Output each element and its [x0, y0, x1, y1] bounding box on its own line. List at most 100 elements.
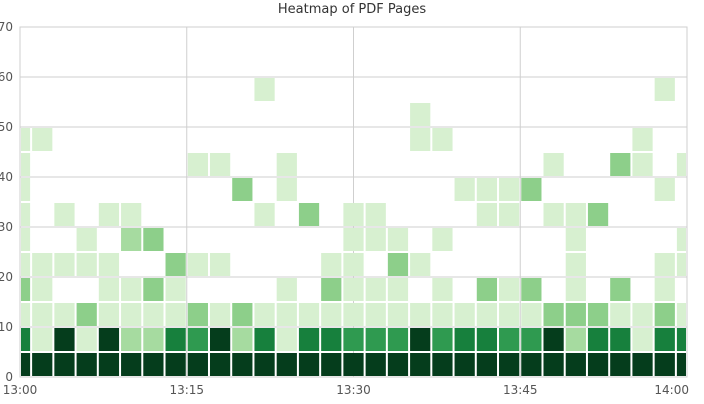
heatmap-cell: [587, 328, 609, 351]
heatmap-cell: [587, 303, 609, 326]
heatmap-cell: [410, 328, 431, 351]
y-tick-label: 50: [0, 120, 13, 134]
heatmap-cell: [32, 128, 53, 151]
heatmap-cell: [521, 328, 542, 351]
heatmap-cell: [32, 253, 53, 276]
heatmap-cell: [387, 303, 409, 326]
heatmap-cell: [543, 153, 564, 176]
heatmap-cell: [165, 253, 186, 276]
heatmap-cell: [543, 353, 564, 376]
heatmap-cell: [521, 353, 542, 376]
heatmap-cell: [165, 278, 186, 301]
heatmap-cell: [254, 203, 275, 226]
heatmap-cell: [610, 278, 631, 301]
heatmap-cell: [21, 328, 31, 351]
heatmap-cell: [365, 203, 386, 226]
heatmap-cell: [454, 178, 475, 201]
heatmap-cell: [365, 353, 386, 376]
heatmap-cell: [676, 353, 686, 376]
heatmap-cell: [499, 278, 520, 301]
x-tick-label: 13:15: [169, 383, 204, 397]
heatmap-cell: [676, 328, 686, 351]
x-tick-label: 13:30: [336, 383, 371, 397]
heatmap-cell: [121, 328, 142, 351]
heatmap-cell: [187, 153, 208, 176]
y-tick-label: 60: [0, 70, 13, 84]
heatmap-cell: [21, 253, 31, 276]
heatmap-cell: [321, 353, 342, 376]
heatmap-cell: [632, 303, 653, 326]
heatmap-cell: [610, 303, 631, 326]
heatmap-cell: [232, 303, 253, 326]
heatmap-cell: [432, 128, 453, 151]
heatmap-cell: [654, 253, 675, 276]
heatmap-cell: [321, 328, 342, 351]
heatmap-cell: [209, 303, 231, 326]
heatmap-cell: [365, 228, 386, 251]
heatmap-cell: [565, 278, 586, 301]
heatmap-cell: [476, 278, 498, 301]
heatmap-cell: [565, 253, 586, 276]
heatmap-cell: [143, 303, 164, 326]
heatmap-cell: [209, 328, 231, 351]
heatmap-cell: [565, 328, 586, 351]
heatmap-cell: [54, 253, 75, 276]
heatmap-cell: [276, 303, 297, 326]
heatmap-cell: [76, 303, 97, 326]
heatmap-cell: [76, 353, 97, 376]
heatmap-cell: [21, 203, 31, 226]
heatmap-cell: [499, 203, 520, 226]
heatmap-cell: [654, 353, 675, 376]
x-tick-label: 13:45: [503, 383, 538, 397]
chart-title: Heatmap of PDF Pages: [278, 2, 426, 17]
heatmap-cell: [254, 303, 275, 326]
heatmap-cell: [543, 303, 564, 326]
heatmap-cell: [76, 228, 97, 251]
heatmap-cell: [654, 278, 675, 301]
heatmap-cell: [98, 353, 120, 376]
heatmap-cell: [654, 78, 675, 101]
heatmap-cell: [565, 203, 586, 226]
heatmap-cell: [187, 253, 208, 276]
heatmap-cell: [410, 128, 431, 151]
heatmap-cell: [143, 278, 164, 301]
heatmap-cell: [121, 203, 142, 226]
heatmap-cell: [276, 328, 297, 351]
heatmap-cell: [276, 153, 297, 176]
heatmap-cell: [476, 353, 498, 376]
heatmap-cell: [298, 328, 320, 351]
heatmap-cell: [432, 228, 453, 251]
heatmap-cell: [387, 228, 409, 251]
heatmap-cell: [232, 328, 253, 351]
x-tick-label: 14:00: [654, 383, 689, 397]
heatmap-cell: [98, 303, 120, 326]
heatmap-cell: [143, 353, 164, 376]
heatmap-cell: [21, 128, 31, 151]
heatmap-cell: [98, 328, 120, 351]
heatmap-cell: [298, 303, 320, 326]
heatmap-cell: [21, 153, 31, 176]
heatmap-cell: [432, 353, 453, 376]
heatmap-cell: [676, 253, 686, 276]
heatmap-cell: [454, 353, 475, 376]
heatmap-cell: [499, 303, 520, 326]
y-tick-label: 20: [0, 270, 13, 284]
heatmap-cell: [276, 278, 297, 301]
heatmap-cell: [187, 353, 208, 376]
y-tick-label: 30: [0, 220, 13, 234]
heatmap-cell: [54, 303, 75, 326]
heatmap-cell: [521, 278, 542, 301]
heatmap-cell: [343, 353, 364, 376]
heatmap-cell: [187, 303, 208, 326]
heatmap-cell: [143, 328, 164, 351]
heatmap-cell: [521, 303, 542, 326]
heatmap-cell: [387, 278, 409, 301]
heatmap-cell: [232, 178, 253, 201]
heatmap-cell: [410, 303, 431, 326]
heatmap-cell: [32, 328, 53, 351]
y-tick-label: 40: [0, 170, 13, 184]
heatmap-cell: [365, 328, 386, 351]
heatmap-cell: [565, 303, 586, 326]
heatmap-cell: [454, 328, 475, 351]
